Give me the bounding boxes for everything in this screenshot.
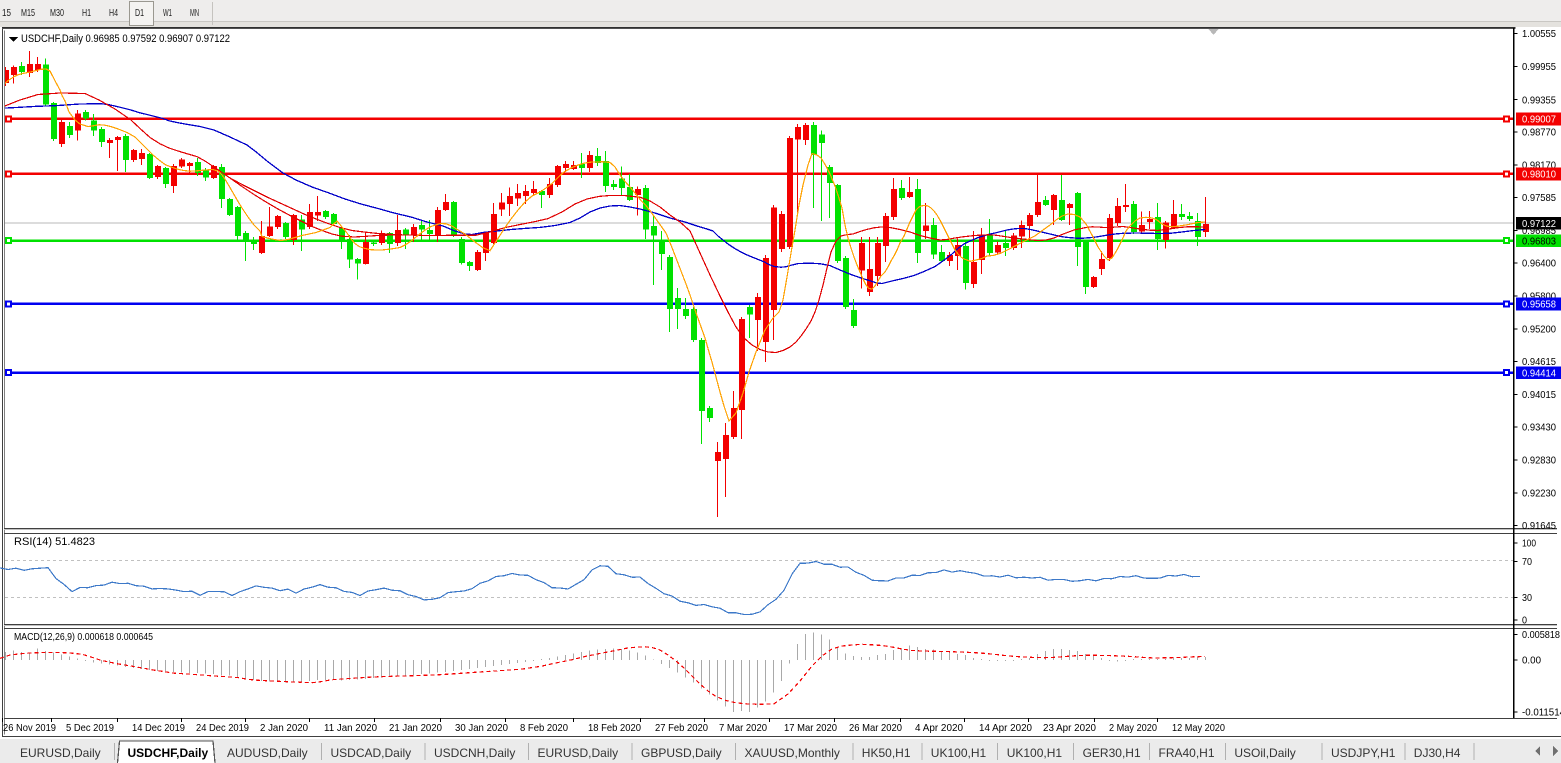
svg-text:0.99955: 0.99955 [1522, 62, 1556, 73]
svg-text:100: 100 [1522, 539, 1536, 550]
svg-text:0: 0 [1522, 616, 1527, 627]
svg-text:USDCHF,Daily 0.96985 0.97592: USDCHF,Daily 0.96985 0.97592 0.96907 0.9… [21, 33, 230, 45]
svg-text:0.94615: 0.94615 [1522, 357, 1556, 368]
svg-text:0.94414: 0.94414 [1522, 368, 1556, 379]
svg-text:8 Feb 2020: 8 Feb 2020 [520, 722, 568, 734]
svg-text:USDCNH,Daily: USDCNH,Daily [434, 746, 515, 760]
svg-text:M15: M15 [21, 7, 35, 19]
svg-text:HK50,H1: HK50,H1 [862, 746, 911, 760]
svg-text:0.99355: 0.99355 [1522, 95, 1556, 106]
svg-text:14 Apr 2020: 14 Apr 2020 [979, 722, 1032, 734]
svg-text:0.00: 0.00 [1522, 656, 1541, 667]
svg-text:24 Dec 2019: 24 Dec 2019 [196, 722, 249, 734]
svg-text:0.96400: 0.96400 [1522, 259, 1556, 270]
svg-text:UK100,H1: UK100,H1 [1007, 746, 1063, 760]
svg-text:23 Apr 2020: 23 Apr 2020 [1043, 722, 1096, 734]
svg-text:30: 30 [1522, 593, 1532, 604]
svg-text:30 Jan 2020: 30 Jan 2020 [455, 722, 508, 734]
svg-text:0.98170: 0.98170 [1522, 161, 1556, 172]
svg-text:0.98770: 0.98770 [1522, 128, 1556, 139]
svg-text:0.95800: 0.95800 [1522, 292, 1556, 303]
svg-text:0.95200: 0.95200 [1522, 325, 1556, 336]
svg-text:7 Mar 2020: 7 Mar 2020 [719, 722, 767, 734]
svg-text:27 Feb 2020: 27 Feb 2020 [655, 722, 708, 734]
svg-text:70: 70 [1522, 557, 1532, 568]
svg-text:0.92230: 0.92230 [1522, 489, 1556, 500]
svg-text:M30: M30 [50, 7, 64, 19]
svg-text:W1: W1 [163, 7, 172, 19]
svg-text:USDCAD,Daily: USDCAD,Daily [331, 746, 412, 760]
svg-text:GBPUSD,Daily: GBPUSD,Daily [641, 746, 722, 760]
svg-text:0.91645: 0.91645 [1522, 521, 1556, 532]
svg-text:GER30,H1: GER30,H1 [1083, 746, 1141, 760]
svg-text:18 Feb 2020: 18 Feb 2020 [588, 722, 641, 734]
svg-text:0.95658: 0.95658 [1522, 300, 1556, 311]
svg-text:0.92830: 0.92830 [1522, 456, 1556, 467]
svg-text:AUDUSD,Daily: AUDUSD,Daily [227, 746, 308, 760]
svg-text:1.00555: 1.00555 [1522, 29, 1556, 40]
svg-text:FRA40,H1: FRA40,H1 [1159, 746, 1215, 760]
svg-text:26 Nov 2019: 26 Nov 2019 [3, 722, 56, 734]
svg-text:2 May 2020: 2 May 2020 [1109, 722, 1157, 734]
svg-text:0.97122: 0.97122 [1522, 219, 1556, 230]
svg-text:12 May 2020: 12 May 2020 [1172, 722, 1225, 734]
svg-text:USOil,Daily: USOil,Daily [1234, 746, 1295, 760]
svg-text:USDJPY,H1: USDJPY,H1 [1331, 746, 1396, 760]
svg-text:MN: MN [190, 7, 199, 19]
svg-text:D1: D1 [135, 7, 144, 19]
svg-text:15: 15 [2, 7, 11, 19]
svg-text:UK100,H1: UK100,H1 [931, 746, 987, 760]
svg-text:USDCHF,Daily: USDCHF,Daily [128, 746, 209, 760]
svg-text:21 Jan 2020: 21 Jan 2020 [389, 722, 442, 734]
svg-text:EURUSD,Daily: EURUSD,Daily [538, 746, 619, 760]
svg-text:0.96803: 0.96803 [1522, 236, 1556, 247]
svg-text:0.93430: 0.93430 [1522, 423, 1556, 434]
svg-text:2 Jan 2020: 2 Jan 2020 [260, 722, 308, 734]
svg-text:0.005818: 0.005818 [1522, 630, 1560, 641]
svg-text:MACD(12,26,9) 0.000618 0.00064: MACD(12,26,9) 0.000618 0.000645 [14, 631, 153, 643]
svg-text:XAUUSD,Monthly: XAUUSD,Monthly [745, 746, 840, 760]
svg-text:EURUSD,Daily: EURUSD,Daily [20, 746, 101, 760]
svg-text:17 Mar 2020: 17 Mar 2020 [784, 722, 837, 734]
svg-text:H1: H1 [82, 7, 91, 19]
svg-text:0.98010: 0.98010 [1522, 170, 1556, 181]
svg-text:-0.011514: -0.011514 [1522, 708, 1561, 719]
svg-text:H4: H4 [109, 7, 118, 19]
svg-text:0.94015: 0.94015 [1522, 390, 1556, 401]
svg-text:26 Mar 2020: 26 Mar 2020 [849, 722, 902, 734]
svg-text:0.96985: 0.96985 [1522, 226, 1556, 237]
svg-text:14 Dec 2019: 14 Dec 2019 [132, 722, 185, 734]
svg-text:DJ30,H4: DJ30,H4 [1414, 746, 1461, 760]
svg-text:5 Dec 2019: 5 Dec 2019 [66, 722, 114, 734]
svg-text:0.99007: 0.99007 [1522, 115, 1556, 126]
svg-text:0.97585: 0.97585 [1522, 193, 1556, 204]
svg-text:11 Jan 2020: 11 Jan 2020 [324, 722, 377, 734]
svg-text:RSI(14) 51.4823: RSI(14) 51.4823 [14, 536, 95, 548]
svg-text:4 Apr 2020: 4 Apr 2020 [915, 722, 963, 734]
